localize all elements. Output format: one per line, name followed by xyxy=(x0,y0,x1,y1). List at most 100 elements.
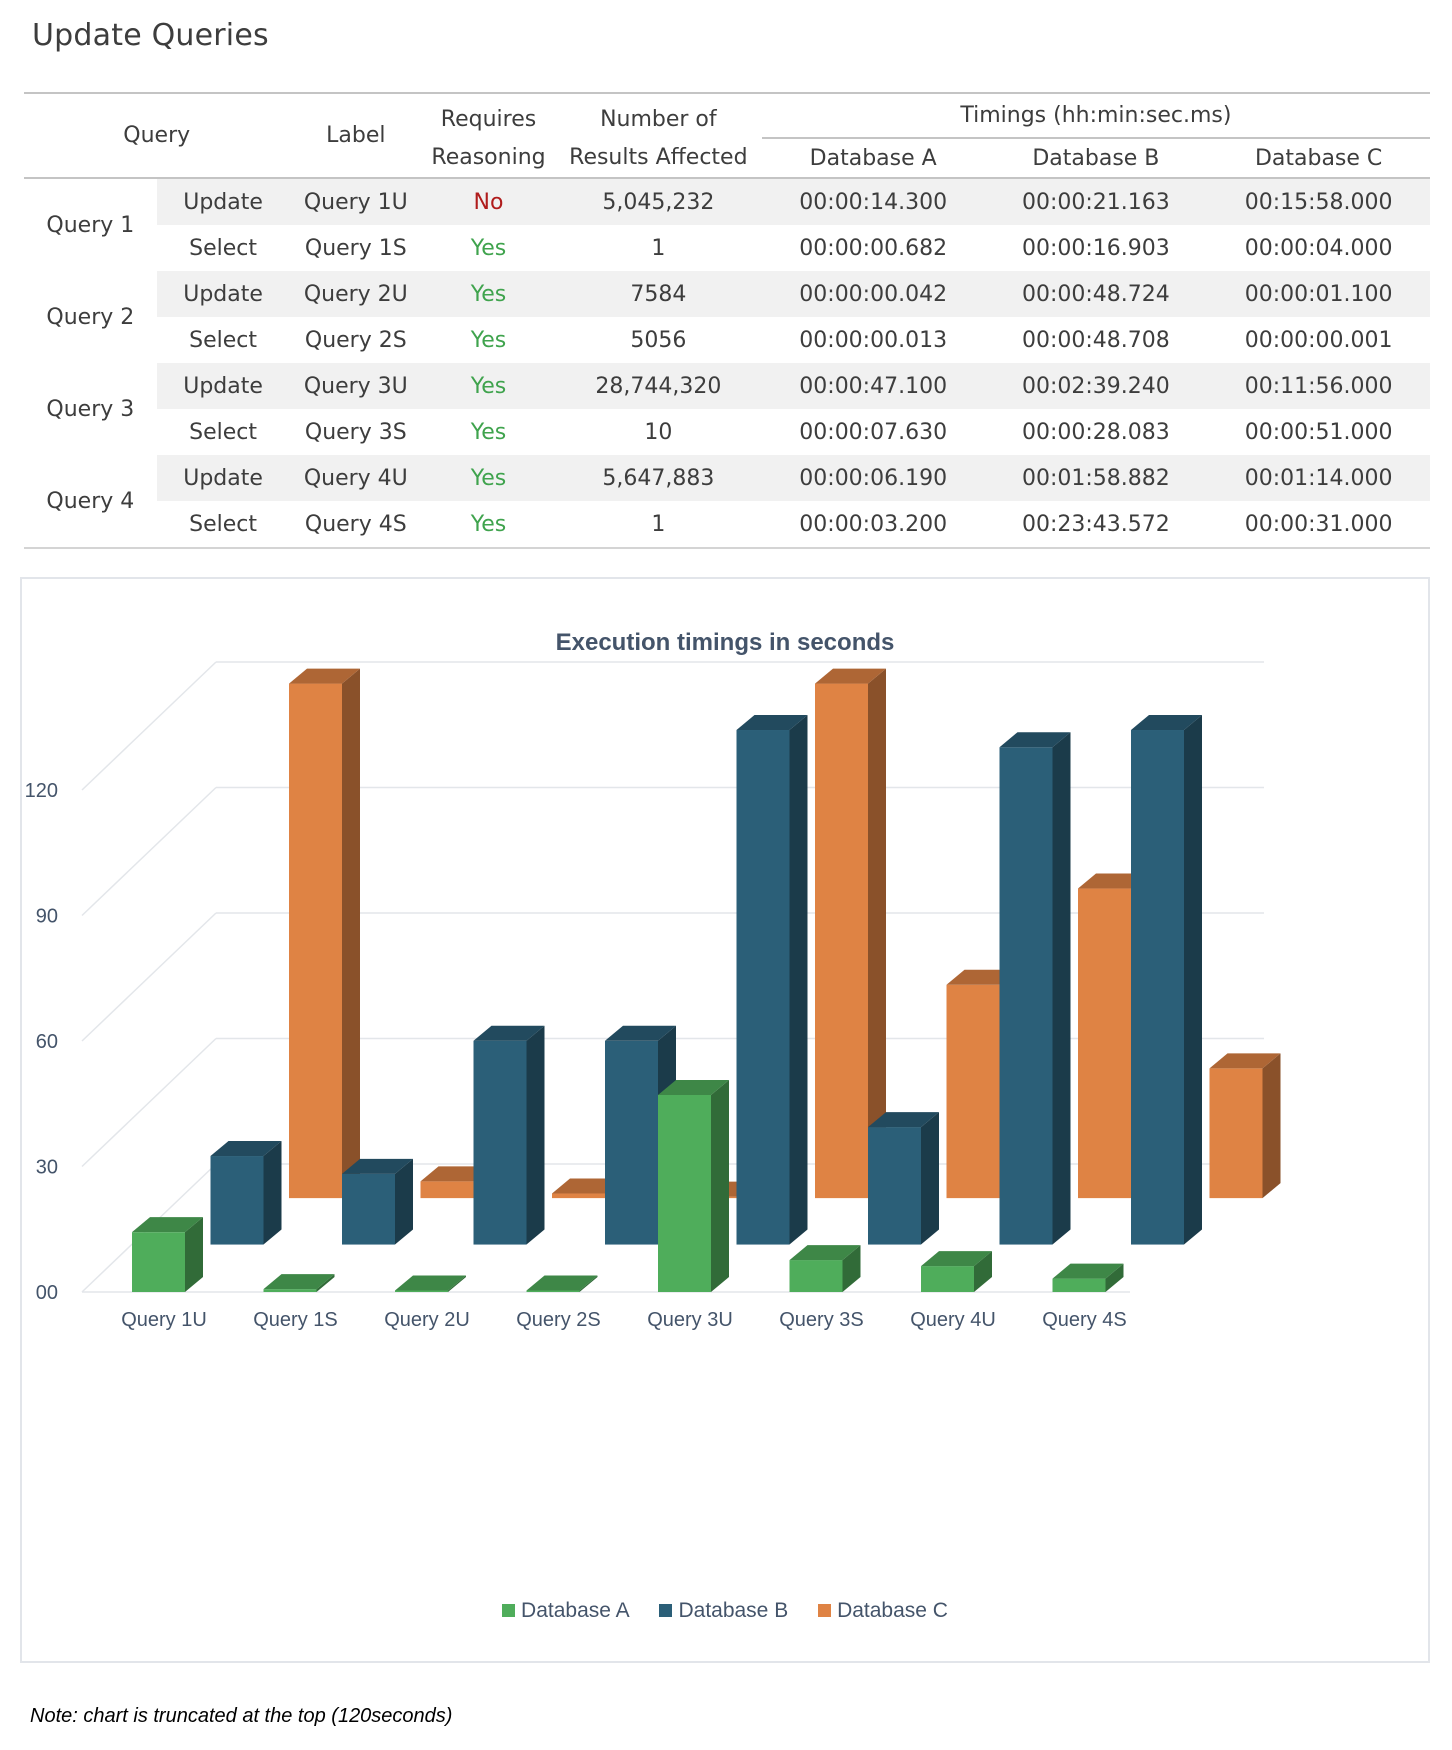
bar-database-c xyxy=(289,683,342,1199)
results-affected: 10 xyxy=(644,419,673,445)
timing-database-c: 00:00:04.000 xyxy=(1244,235,1393,261)
legend-swatch-database-a xyxy=(502,1604,516,1617)
legend-item-database-c: Database C xyxy=(818,1599,948,1623)
legend-label: Database A xyxy=(521,1599,630,1622)
timing-database-c: 00:00:00.001 xyxy=(1244,327,1393,353)
header-results-affected-1: Number of xyxy=(600,106,717,132)
bar-top xyxy=(526,1275,598,1291)
gridline-side xyxy=(81,786,217,917)
bar-database-b xyxy=(999,747,1053,1245)
timing-database-b: 00:01:58.882 xyxy=(984,455,1208,501)
table-row: Query 1 Update Query 1U No 5,045,232 00:00:14… xyxy=(24,178,1430,238)
query-label: Query 4U xyxy=(289,455,423,501)
x-tick-label: Query 1U xyxy=(121,1309,207,1331)
bar-database-c xyxy=(420,1181,474,1199)
requires-reasoning: Yes xyxy=(422,455,555,501)
bar-side xyxy=(1052,732,1071,1245)
bar-top xyxy=(1209,1053,1281,1069)
query-type: Select xyxy=(189,327,258,353)
table-row: Query 4 Update Query 4U Yes 5,647,883 00:00:0… xyxy=(24,455,1430,514)
bar-database-c xyxy=(552,1193,605,1199)
query-label: Query 2S xyxy=(304,327,407,353)
bar-top xyxy=(132,1217,203,1233)
bar-side xyxy=(185,1217,203,1292)
bar-top xyxy=(395,1275,466,1291)
bar-database-a xyxy=(921,1266,974,1292)
x-tick-label: Query 3S xyxy=(779,1309,863,1331)
legend-label: Database B xyxy=(678,1599,789,1622)
bar-side xyxy=(921,1112,939,1245)
query-group-name: Query 4 xyxy=(46,488,135,514)
query-label: Query 3U xyxy=(289,363,423,409)
timing-database-a: 00:00:47.100 xyxy=(761,363,985,409)
requires-reasoning: Yes xyxy=(470,235,507,261)
legend-item-database-b: Database B xyxy=(659,1599,788,1623)
x-tick-label: Query 2S xyxy=(516,1309,600,1331)
page-title: Update Queries xyxy=(32,18,269,53)
bar-top xyxy=(605,1025,676,1041)
bar-database-a xyxy=(526,1290,580,1292)
timing-database-a: 00:00:03.200 xyxy=(799,511,948,537)
bar-database-b xyxy=(1131,730,1184,1245)
bar-top xyxy=(921,1251,992,1267)
bar-side xyxy=(842,1245,861,1292)
gridline-side xyxy=(81,661,217,791)
table-row: Select Query 3S Yes 10 00:00:07.630 00:00:28.… xyxy=(24,409,1430,455)
timing-database-b: 00:00:21.163 xyxy=(984,178,1208,225)
header-database-c: Database C xyxy=(1254,145,1383,171)
chart-container: Execution timings in seconds 00 30 60 90 120… xyxy=(20,577,1430,1663)
chart-note: Note: chart is truncated at the top (120… xyxy=(30,1705,453,1727)
timing-database-a: 00:00:06.190 xyxy=(761,455,985,501)
gridline-side xyxy=(81,1037,217,1168)
timing-database-b: 00:00:16.903 xyxy=(1021,235,1170,261)
bar-database-b xyxy=(473,1040,527,1245)
bar-database-a xyxy=(789,1260,843,1292)
bar-top xyxy=(210,1141,282,1157)
chart-plot: 00 30 60 90 120 Query 1U Query 1S Query 2U Query… xyxy=(25,661,1281,1331)
query-group-name: Query 2 xyxy=(46,304,135,330)
query-label: Query 1U xyxy=(289,178,423,225)
query-type: Update xyxy=(156,455,290,501)
bar-top xyxy=(868,1112,939,1128)
table-row: Query 2 Update Query 2U Yes 7584 00:00:00.042… xyxy=(24,271,1430,330)
bar-top xyxy=(1131,715,1202,731)
bar-top xyxy=(1052,1263,1124,1279)
table-row: Select Query 2S Yes 5056 00:00:00.013 00:00:4… xyxy=(24,317,1430,363)
bar-side xyxy=(711,1079,729,1292)
bar-top xyxy=(263,1274,335,1290)
bar-side xyxy=(579,1275,598,1292)
timing-database-c: 00:15:58.000 xyxy=(1207,178,1430,225)
header-requires-reasoning-1: Requires xyxy=(440,106,537,132)
results-affected: 5056 xyxy=(630,327,687,353)
timing-database-a: 00:00:00.013 xyxy=(799,327,948,353)
bar-database-a xyxy=(263,1289,317,1292)
table-row: Query 3 Update Query 3U Yes 28,744,320 00:00:… xyxy=(24,363,1430,422)
results-affected: 5,045,232 xyxy=(554,178,762,225)
chart-title: Execution timings in seconds xyxy=(555,629,895,656)
results-affected: 1 xyxy=(651,511,666,537)
bar-database-a xyxy=(132,1232,185,1292)
requires-reasoning: Yes xyxy=(470,511,507,537)
y-tick-label: 120 xyxy=(25,780,58,802)
bar-database-a xyxy=(395,1290,448,1292)
gridline-side xyxy=(81,912,217,1042)
bar-side xyxy=(263,1141,282,1245)
query-type: Select xyxy=(189,511,258,537)
query-group-name: Query 3 xyxy=(46,396,135,422)
query-group-name: Query 1 xyxy=(46,212,135,238)
x-tick-label: Query 1S xyxy=(253,1309,337,1331)
bar-side xyxy=(974,1251,992,1292)
timing-database-c: 00:11:56.000 xyxy=(1207,363,1430,409)
query-label: Query 2U xyxy=(289,271,423,317)
bar-database-c xyxy=(1209,1068,1263,1199)
bar-side xyxy=(1184,715,1202,1245)
bar-database-c xyxy=(946,984,1000,1199)
header-timings: Timings (hh:min:sec.ms) xyxy=(761,93,1430,139)
results-affected: 1 xyxy=(651,235,666,261)
table-row: Select Query 4S Yes 1 00:00:03.200 00:23:43.5… xyxy=(24,501,1430,548)
bar-top xyxy=(736,715,808,731)
requires-reasoning: No xyxy=(422,178,555,225)
timing-database-b: 00:23:43.572 xyxy=(1021,511,1170,537)
bar-database-b xyxy=(736,730,790,1245)
timing-database-a: 00:00:00.042 xyxy=(761,271,985,317)
